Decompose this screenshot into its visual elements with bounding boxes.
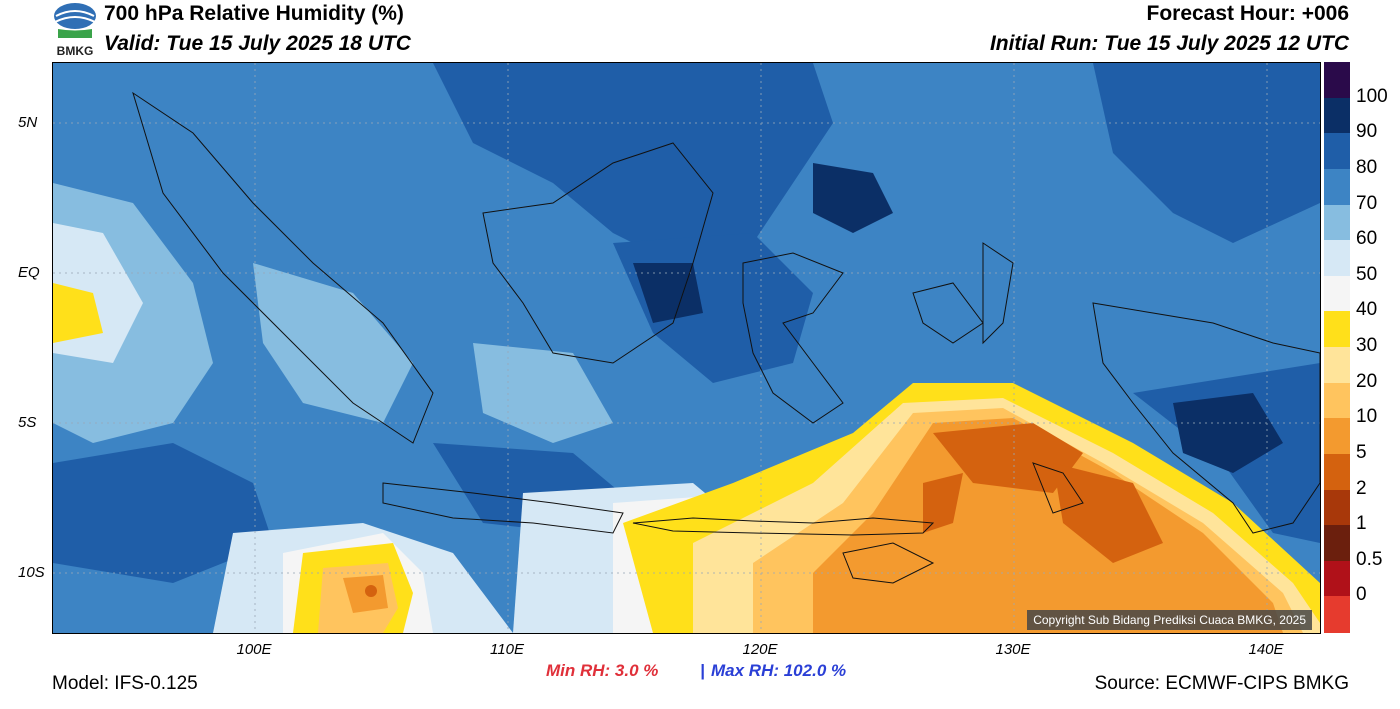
colorbar-swatch [1324,97,1350,134]
colorbar-swatch [1324,62,1350,99]
lat-label-5n: 5N [18,114,38,131]
colorbar-swatch [1324,168,1350,205]
colorbar-label: 1 [1356,513,1367,535]
colorbar-swatch [1324,275,1350,312]
colorbar-swatch [1324,560,1350,597]
stats-separator: | [700,661,705,680]
lat-label-5s: 5S [18,414,37,431]
colorbar-label: 70 [1356,192,1378,214]
colorbar-label: 50 [1356,263,1378,285]
colorbar-label: 40 [1356,299,1378,321]
colorbar-label: 90 [1356,121,1378,143]
forecast-hour: Forecast Hour: +006 [1146,2,1350,25]
colorbar-label: 60 [1356,228,1378,250]
colorbar-swatch [1324,347,1350,384]
min-rh-label: Min RH: 3.0 % [546,661,659,680]
lat-label-eq: EQ [18,264,40,281]
lon-label-140e: 140E [1248,641,1284,658]
colorbar-swatch [1324,311,1350,348]
colorbar-label: 80 [1356,156,1378,178]
colorbar-label: 5 [1356,441,1367,463]
colorbar-swatch [1324,489,1350,526]
colorbar-label: 10 [1356,406,1378,428]
colorbar-swatch [1324,133,1350,170]
colorbar-swatch [1324,418,1350,455]
lon-label-110e: 110E [490,641,524,658]
copyright-notice: Copyright Sub Bidang Prediksi Cuaca BMKG… [1027,610,1312,630]
colorbar-label: 0 [1356,584,1367,606]
valid-time: Valid: Tue 15 July 2025 18 UTC [104,32,411,55]
colorbar-label: 30 [1356,335,1378,356]
humidity-field [53,63,1320,633]
max-rh-label: Max RH: 102.0 % [711,661,847,680]
colorbar-label: 20 [1356,370,1378,392]
initial-run: Initial Run: Tue 15 July 2025 12 UTC [989,32,1349,55]
colorbar-swatch [1324,525,1350,562]
colorbar-label: 2 [1356,477,1367,499]
colorbar-label: 100 [1356,85,1388,107]
lon-label-100e: 100E [236,641,272,658]
map-title: 700 hPa Relative Humidity (%) [104,2,404,25]
colorbar-swatch [1324,240,1350,277]
lon-label-120e: 120E [742,641,778,658]
lon-label-130e: 130E [995,641,1031,658]
colorbar [1324,62,1350,633]
source-label: Source: ECMWF-CIPS BMKG [1094,673,1349,694]
colorbar-swatch [1324,453,1350,490]
lat-label-10s: 10S [18,564,45,581]
colorbar-swatch [1324,382,1350,419]
colorbar-swatch [1324,596,1350,633]
colorbar-swatch [1324,204,1350,241]
bmkg-logo: BMKG [52,2,98,58]
humidity-map[interactable]: Copyright Sub Bidang Prediksi Cuaca BMKG… [52,62,1321,634]
model-label: Model: IFS-0.125 [52,673,198,694]
colorbar-label: 0.5 [1356,548,1383,570]
logo-text: BMKG [57,44,94,58]
